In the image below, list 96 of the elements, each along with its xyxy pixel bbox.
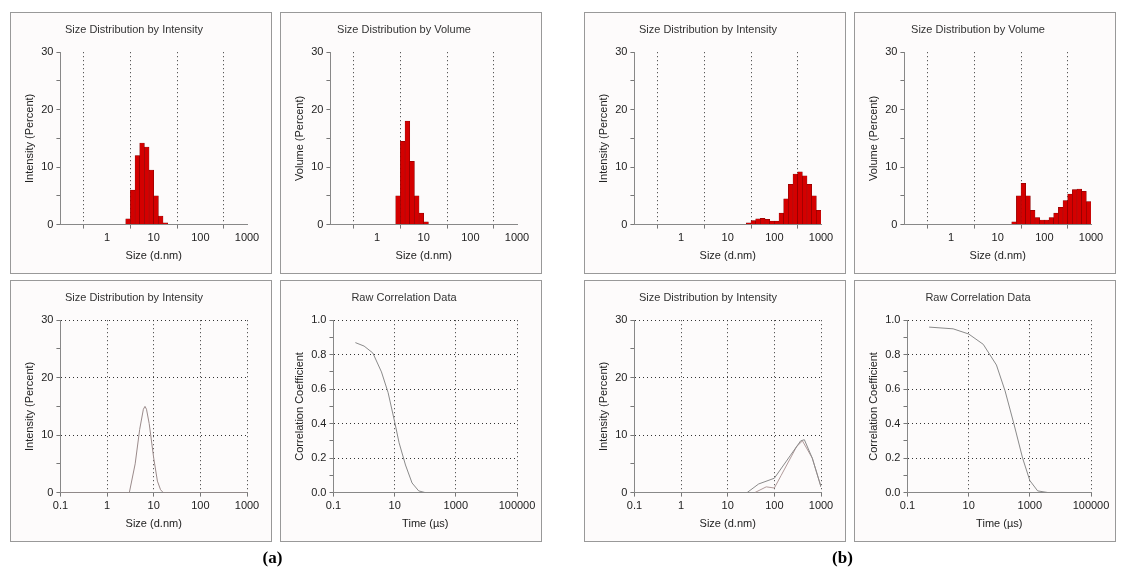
x-tick-label: 1 [104, 499, 111, 512]
y-tick-label: 20 [41, 370, 54, 383]
x-tick-label: 10 [991, 231, 1004, 244]
y-tick-label: 0.4 [885, 416, 901, 429]
x-axis-title: Time (µs) [402, 517, 449, 530]
x-tick-label: 1 [678, 499, 685, 512]
x-tick-label: 10 [147, 231, 160, 244]
x-tick-label: 100 [191, 499, 210, 512]
y-tick-label: 10 [41, 160, 54, 173]
y-tick-label: 10 [615, 428, 628, 441]
y-tick-label: 20 [885, 102, 898, 115]
y-tick-label: 0.8 [885, 347, 901, 360]
y-tick-label: 10 [615, 160, 628, 173]
y-tick-label: 20 [311, 102, 324, 115]
x-tick-label: 10 [721, 231, 734, 244]
y-tick-label: 0.4 [311, 416, 327, 429]
x-axis-title: Size (d.nm) [969, 249, 1026, 262]
x-tick-label: 10 [388, 499, 401, 512]
y-tick-label: 0 [891, 217, 898, 230]
x-axis-title: Size (d.nm) [699, 249, 756, 262]
y-tick-label: 10 [311, 160, 324, 173]
y-axis-title: Correlation Coefficient [292, 352, 305, 461]
y-axis-title: Correlation Coefficient [866, 352, 879, 461]
y-tick-label: 20 [41, 102, 54, 115]
x-tick-label: 100 [191, 231, 210, 244]
x-tick-label: 1000 [443, 499, 469, 512]
y-tick-label: 30 [41, 313, 54, 326]
x-tick-label: 1 [678, 231, 685, 244]
x-tick-label: 10 [147, 499, 160, 512]
x-tick-label: 1000 [1078, 231, 1104, 244]
y-tick-label: 30 [41, 45, 54, 58]
y-axis-title: Intensity (Percent) [22, 361, 35, 452]
y-tick-label: 30 [885, 45, 898, 58]
y-tick-label: 30 [615, 313, 628, 326]
y-tick-label: 0 [621, 485, 628, 498]
x-axis-title: Time (µs) [976, 517, 1023, 530]
x-tick-label: 1 [104, 231, 111, 244]
chart-title: Raw Correlation Data [351, 290, 458, 303]
text: (b) [831, 548, 854, 568]
y-tick-label: 20 [615, 370, 628, 383]
x-tick-label: 1000 [808, 499, 834, 512]
x-tick-label: 100 [1035, 231, 1054, 244]
y-tick-label: 0.2 [311, 451, 327, 464]
x-tick-label: 1000 [234, 231, 260, 244]
x-axis-title: Size (d.nm) [395, 249, 452, 262]
y-axis-title: Intensity (Percent) [596, 361, 609, 452]
x-tick-label: 0.1 [899, 499, 916, 512]
text: (a) [261, 548, 284, 568]
y-axis-title: Volume (Percent) [866, 95, 879, 181]
y-tick-label: 10 [885, 160, 898, 173]
x-tick-label: 100000 [1072, 499, 1110, 512]
x-axis-title: Size (d.nm) [699, 517, 756, 530]
y-tick-label: 10 [41, 428, 54, 441]
x-tick-label: 1000 [808, 231, 834, 244]
x-tick-label: 100 [461, 231, 480, 244]
chart-title: Size Distribution by Volume [337, 22, 471, 35]
x-tick-label: 1 [948, 231, 955, 244]
x-tick-label: 1 [374, 231, 381, 244]
chart-title: Size Distribution by Intensity [64, 290, 204, 303]
x-axis-title: Size (d.nm) [125, 517, 182, 530]
x-tick-label: 100 [765, 499, 784, 512]
y-tick-label: 0 [317, 217, 324, 230]
x-tick-label: 1000 [234, 499, 260, 512]
x-tick-label: 10 [417, 231, 430, 244]
x-tick-label: 1000 [504, 231, 530, 244]
y-axis-title: Intensity (Percent) [596, 93, 609, 184]
x-tick-label: 0.1 [52, 499, 69, 512]
x-tick-label: 100000 [498, 499, 536, 512]
y-tick-label: 0 [621, 217, 628, 230]
y-axis-title: Intensity (Percent) [22, 93, 35, 184]
y-tick-label: 30 [311, 45, 324, 58]
y-tick-label: 0.0 [311, 485, 327, 498]
x-tick-label: 10 [962, 499, 975, 512]
y-tick-label: 1.0 [885, 313, 901, 326]
y-tick-label: 0.6 [311, 382, 327, 395]
chart-title: Size Distribution by Intensity [638, 22, 778, 35]
y-tick-label: 30 [615, 45, 628, 58]
y-tick-label: 0 [47, 485, 54, 498]
chart-title: Size Distribution by Volume [911, 22, 1045, 35]
y-tick-label: 0.2 [885, 451, 901, 464]
y-tick-label: 0.6 [885, 382, 901, 395]
x-axis-title: Size (d.nm) [125, 249, 182, 262]
x-tick-label: 10 [721, 499, 734, 512]
chart-title: Size Distribution by Intensity [64, 22, 204, 35]
x-tick-label: 0.1 [626, 499, 643, 512]
x-tick-label: 100 [765, 231, 784, 244]
y-tick-label: 0.0 [885, 485, 901, 498]
y-tick-label: 0.8 [311, 347, 327, 360]
y-tick-label: 1.0 [311, 313, 327, 326]
y-tick-label: 0 [47, 217, 54, 230]
chart-title: Raw Correlation Data [925, 290, 1032, 303]
chart-title: Size Distribution by Intensity [638, 290, 778, 303]
x-tick-label: 1000 [1017, 499, 1043, 512]
y-tick-label: 20 [615, 102, 628, 115]
y-axis-title: Volume (Percent) [292, 95, 305, 181]
x-tick-label: 0.1 [325, 499, 342, 512]
